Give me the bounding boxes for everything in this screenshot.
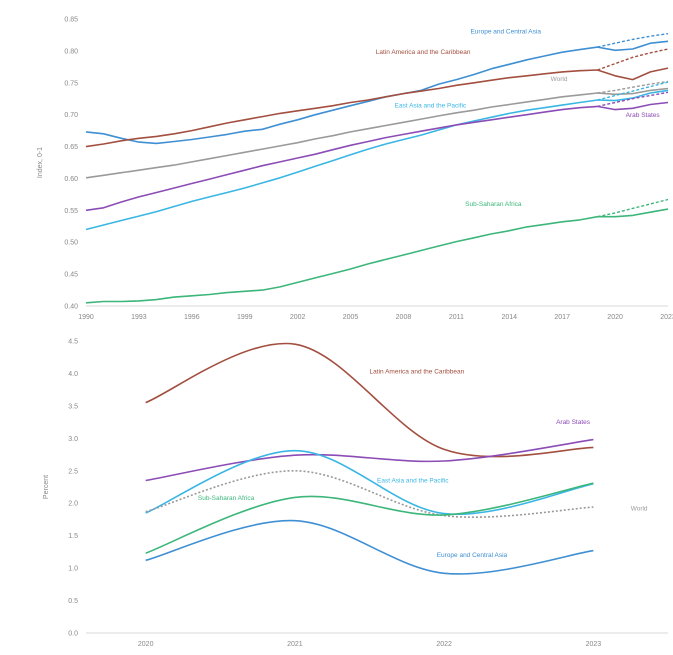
chart2-x-tick-label: 2023	[586, 641, 602, 648]
chart1-x-tick-label: 2005	[343, 314, 359, 321]
chart2-series-line-world	[145, 469, 594, 518]
chart2-x-tick-label: 2021	[287, 641, 303, 648]
chart2-y-axis-label: Percent	[43, 475, 50, 499]
chart1-x-tick-label: 2017	[554, 314, 570, 321]
chart1-x-tick-label: 1993	[131, 314, 147, 321]
chart1-series-label-east-asia-and-the-pacific: East Asia and the Pacific	[395, 103, 467, 110]
chart1-x-tick-label: 2011	[449, 314, 464, 321]
chart1-series-line-world	[85, 87, 669, 179]
chart2-y-tick-label: 4.0	[68, 371, 78, 378]
chart1-series-projection-sub-saharan-africa	[597, 198, 669, 218]
chart2-series-label-latin-america-and-the-caribbean: Latin America and the Caribbean	[370, 368, 465, 375]
chart1-series-label-sub-saharan-africa: Sub-Saharan Africa	[465, 201, 522, 208]
chart2-y-tick-label: 3.5	[68, 403, 78, 410]
chart1-x-tick-label: 2014	[501, 314, 517, 321]
chart2-y-tick-label: 2.5	[68, 468, 78, 475]
chart2-series-line-europe-and-central-asia	[145, 519, 594, 575]
chart1-y-tick-label: 0.75	[64, 80, 78, 87]
chart1-y-tick-label: 0.50	[64, 240, 78, 247]
chart2-y-tick-label: 3.0	[68, 436, 78, 443]
chart1-x-tick-label: 1990	[78, 314, 94, 321]
chart1-series-projection-east-asia-and-the-pacific	[597, 81, 669, 101]
chart1-x-tick-label: 2023	[660, 314, 673, 321]
chart1-y-tick-label: 0.65	[64, 144, 78, 151]
chart2-series-label-europe-and-central-asia: Europe and Central Asia	[437, 552, 508, 559]
chart1-series-label-world: World	[551, 76, 568, 83]
chart1-series-projection-europe-and-central-asia	[597, 33, 669, 48]
chart2-y-tick-label: 2.0	[68, 501, 78, 508]
chart2-series-label-arab-states: Arab States	[556, 419, 591, 426]
chart1-x-tick-label: 2002	[290, 314, 306, 321]
chart2-series-label-east-asia-and-the-pacific: East Asia and the Pacific	[377, 477, 449, 484]
chart2-y-tick-label: 1.0	[68, 566, 78, 573]
chart1-series-line-arab-states	[85, 101, 669, 212]
chart1-y-tick-label: 0.70	[64, 112, 78, 119]
chart1-x-tick-label: 2020	[607, 314, 623, 321]
chart2-series-line-latin-america-and-the-caribbean	[145, 342, 594, 458]
chart1-x-tick-label: 1996	[184, 314, 200, 321]
chart1-series-projection-latin-america-and-the-caribbean	[597, 48, 669, 71]
chart2-y-tick-label: 4.5	[68, 339, 78, 346]
chart1-y-tick-label: 0.80	[64, 48, 78, 55]
chart1-series-line-sub-saharan-africa	[85, 208, 669, 304]
chart1-y-tick-label: 0.60	[64, 176, 78, 183]
hdi-growth-chart: 0.0 0.5 1.0 1.5 2.0 2.5 3.0 3.5 4.0 4.5 2020 2021 20…	[43, 339, 668, 648]
chart1-y-tick-label: 0.45	[64, 272, 78, 279]
chart2-x-tick-label: 2022	[436, 641, 452, 648]
chart2-y-tick-label: 0.5	[68, 598, 78, 605]
chart1-x-tick-label: 1999	[237, 314, 253, 321]
hdi-index-chart: 0.40 0.45 0.50 0.55 0.60 0.65 0.70 0.75 0.80 0.85…	[37, 17, 673, 322]
chart2-series-line-sub-saharan-africa	[145, 482, 594, 554]
chart2-y-tick-label: 0.0	[68, 631, 78, 638]
chart2-series-label-sub-saharan-africa: Sub-Saharan Africa	[198, 495, 255, 502]
chart2-series-label-world: World	[631, 505, 648, 512]
chart2-series-line-east-asia-and-the-pacific	[145, 449, 594, 516]
chart1-x-tick-label: 2008	[396, 314, 412, 321]
chart1-y-axis-label: Index, 0-1	[37, 147, 44, 178]
chart1-series-line-latin-america-and-the-caribbean	[85, 67, 669, 148]
chart1-series-label-arab-states: Arab States	[626, 112, 661, 119]
chart1-series-label-latin-america-and-the-caribbean: Latin America and the Caribbean	[376, 49, 471, 56]
chart1-y-tick-label: 0.85	[64, 17, 78, 24]
chart2-x-tick-label: 2020	[138, 641, 154, 648]
chart2-series-line-arab-states	[145, 438, 594, 482]
chart1-series-line-east-asia-and-the-pacific	[85, 89, 669, 231]
chart1-y-tick-label: 0.40	[64, 304, 78, 311]
chart2-y-tick-label: 1.5	[68, 533, 78, 540]
chart1-series-projection-arab-states	[597, 91, 669, 108]
chart1-series-projection-world	[597, 80, 669, 94]
chart1-series-line-europe-and-central-asia	[85, 40, 669, 145]
chart1-series-label-europe-and-central-asia: Europe and Central Asia	[470, 29, 541, 36]
chart1-y-tick-label: 0.55	[64, 208, 78, 215]
